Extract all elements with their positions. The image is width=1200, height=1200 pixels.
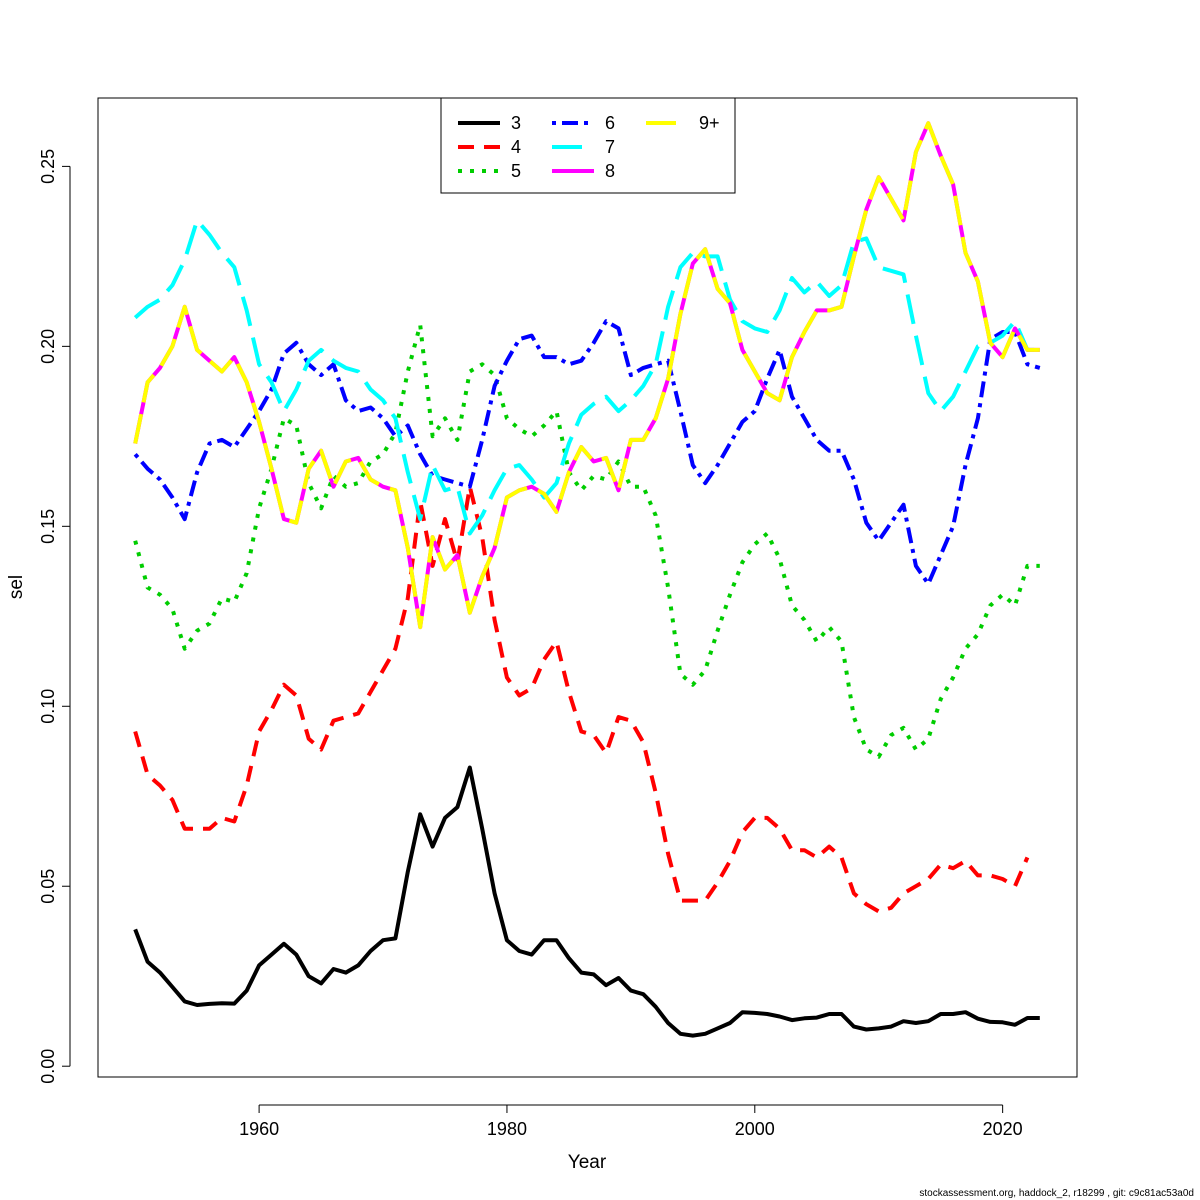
legend-label: 5 <box>511 161 521 181</box>
series-line-9plus <box>133 121 1040 630</box>
legend-label: 9+ <box>699 113 720 133</box>
series-line-8 <box>133 121 1040 630</box>
x-tick-label: 1960 <box>239 1119 279 1139</box>
y-tick-label: 0.05 <box>38 869 58 904</box>
series-line-3 <box>133 765 1040 1038</box>
plot-frame <box>97 97 1078 1078</box>
y-tick-label: 0.15 <box>38 509 58 544</box>
x-axis: 1960 1980 2000 2020 <box>239 1104 1023 1139</box>
x-tick-label: 2020 <box>983 1119 1023 1139</box>
y-axis-title: sel <box>6 575 27 599</box>
series-line-7 <box>133 218 1040 536</box>
series-line-4 <box>133 484 1030 914</box>
x-tick-label: 2000 <box>735 1119 775 1139</box>
y-axis: 0.00 0.05 0.10 0.15 0.20 0.25 <box>38 149 71 1084</box>
legend: 3 4 5 6 7 8 9+ <box>440 97 736 194</box>
y-tick-label: 0.00 <box>38 1049 58 1084</box>
y-tick-label: 0.25 <box>38 149 58 184</box>
x-axis-title: Year <box>568 1152 607 1173</box>
legend-label: 8 <box>605 161 615 181</box>
series-line-6 <box>133 319 1041 586</box>
footnote: stockassessment.org, haddock_2, r18299 ,… <box>919 1188 1194 1199</box>
legend-label: 6 <box>605 113 615 133</box>
y-tick-label: 0.20 <box>38 329 58 364</box>
y-tick-label: 0.10 <box>38 689 58 724</box>
legend-label: 4 <box>511 137 521 157</box>
legend-label: 7 <box>605 137 615 157</box>
x-tick-label: 1980 <box>487 1119 527 1139</box>
legend-label: 3 <box>511 113 521 133</box>
series-layer <box>133 121 1041 1038</box>
